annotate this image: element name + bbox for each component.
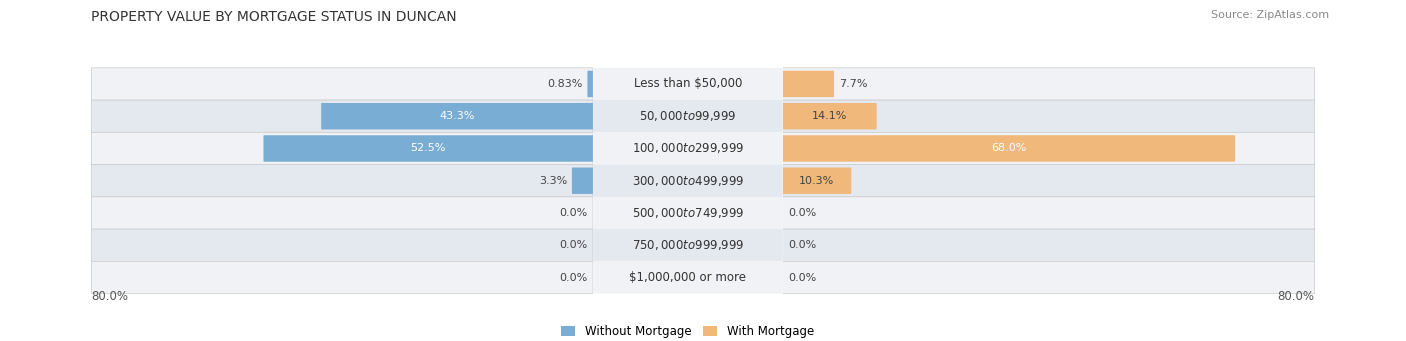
FancyBboxPatch shape [91, 132, 593, 165]
FancyBboxPatch shape [263, 135, 593, 162]
FancyBboxPatch shape [91, 261, 593, 294]
FancyBboxPatch shape [593, 68, 783, 100]
FancyBboxPatch shape [783, 68, 1315, 100]
Text: 52.5%: 52.5% [411, 144, 446, 153]
FancyBboxPatch shape [91, 100, 593, 132]
Text: 0.0%: 0.0% [787, 208, 815, 218]
FancyBboxPatch shape [782, 103, 876, 130]
FancyBboxPatch shape [91, 197, 593, 229]
FancyBboxPatch shape [782, 167, 852, 194]
Text: $300,000 to $499,999: $300,000 to $499,999 [631, 174, 744, 188]
Text: 0.0%: 0.0% [787, 240, 815, 250]
FancyBboxPatch shape [783, 165, 1315, 197]
FancyBboxPatch shape [783, 229, 1315, 261]
Text: 10.3%: 10.3% [799, 176, 834, 186]
FancyBboxPatch shape [593, 100, 783, 132]
FancyBboxPatch shape [783, 100, 1315, 132]
FancyBboxPatch shape [593, 229, 783, 261]
FancyBboxPatch shape [593, 197, 783, 229]
FancyBboxPatch shape [783, 261, 1315, 294]
FancyBboxPatch shape [91, 68, 593, 100]
FancyBboxPatch shape [783, 100, 1315, 132]
FancyBboxPatch shape [91, 197, 593, 229]
FancyBboxPatch shape [783, 132, 1315, 165]
FancyBboxPatch shape [593, 132, 783, 165]
FancyBboxPatch shape [91, 132, 593, 165]
FancyBboxPatch shape [593, 165, 783, 197]
FancyBboxPatch shape [91, 229, 593, 261]
Text: 43.3%: 43.3% [440, 111, 475, 121]
FancyBboxPatch shape [783, 197, 1315, 229]
Text: 0.0%: 0.0% [560, 240, 588, 250]
FancyBboxPatch shape [91, 165, 593, 197]
FancyBboxPatch shape [593, 261, 783, 294]
Text: Less than $50,000: Less than $50,000 [634, 77, 742, 90]
FancyBboxPatch shape [782, 71, 834, 97]
Text: $100,000 to $299,999: $100,000 to $299,999 [631, 142, 744, 155]
Text: $500,000 to $749,999: $500,000 to $749,999 [631, 206, 744, 220]
Legend: Without Mortgage, With Mortgage: Without Mortgage, With Mortgage [561, 325, 814, 338]
Text: 68.0%: 68.0% [991, 144, 1026, 153]
FancyBboxPatch shape [91, 261, 593, 294]
FancyBboxPatch shape [588, 71, 593, 97]
Text: 14.1%: 14.1% [811, 111, 846, 121]
Text: 0.0%: 0.0% [560, 272, 588, 282]
FancyBboxPatch shape [782, 135, 1234, 162]
FancyBboxPatch shape [783, 229, 1315, 261]
Text: Source: ZipAtlas.com: Source: ZipAtlas.com [1211, 10, 1329, 20]
FancyBboxPatch shape [321, 103, 593, 130]
Text: 3.3%: 3.3% [538, 176, 567, 186]
FancyBboxPatch shape [91, 229, 593, 261]
FancyBboxPatch shape [91, 68, 593, 100]
FancyBboxPatch shape [783, 68, 1315, 100]
Text: 80.0%: 80.0% [91, 290, 128, 303]
Text: 0.83%: 0.83% [547, 79, 582, 89]
FancyBboxPatch shape [783, 132, 1315, 165]
FancyBboxPatch shape [91, 100, 593, 132]
Text: $50,000 to $99,999: $50,000 to $99,999 [638, 109, 737, 123]
FancyBboxPatch shape [783, 197, 1315, 229]
Text: $750,000 to $999,999: $750,000 to $999,999 [631, 238, 744, 252]
FancyBboxPatch shape [572, 167, 593, 194]
Text: 0.0%: 0.0% [787, 272, 815, 282]
Text: $1,000,000 or more: $1,000,000 or more [630, 271, 747, 284]
Text: 7.7%: 7.7% [839, 79, 868, 89]
FancyBboxPatch shape [783, 165, 1315, 197]
Text: 0.0%: 0.0% [560, 208, 588, 218]
Text: 80.0%: 80.0% [1278, 290, 1315, 303]
FancyBboxPatch shape [91, 165, 593, 197]
Text: PROPERTY VALUE BY MORTGAGE STATUS IN DUNCAN: PROPERTY VALUE BY MORTGAGE STATUS IN DUN… [91, 10, 457, 24]
FancyBboxPatch shape [783, 261, 1315, 294]
